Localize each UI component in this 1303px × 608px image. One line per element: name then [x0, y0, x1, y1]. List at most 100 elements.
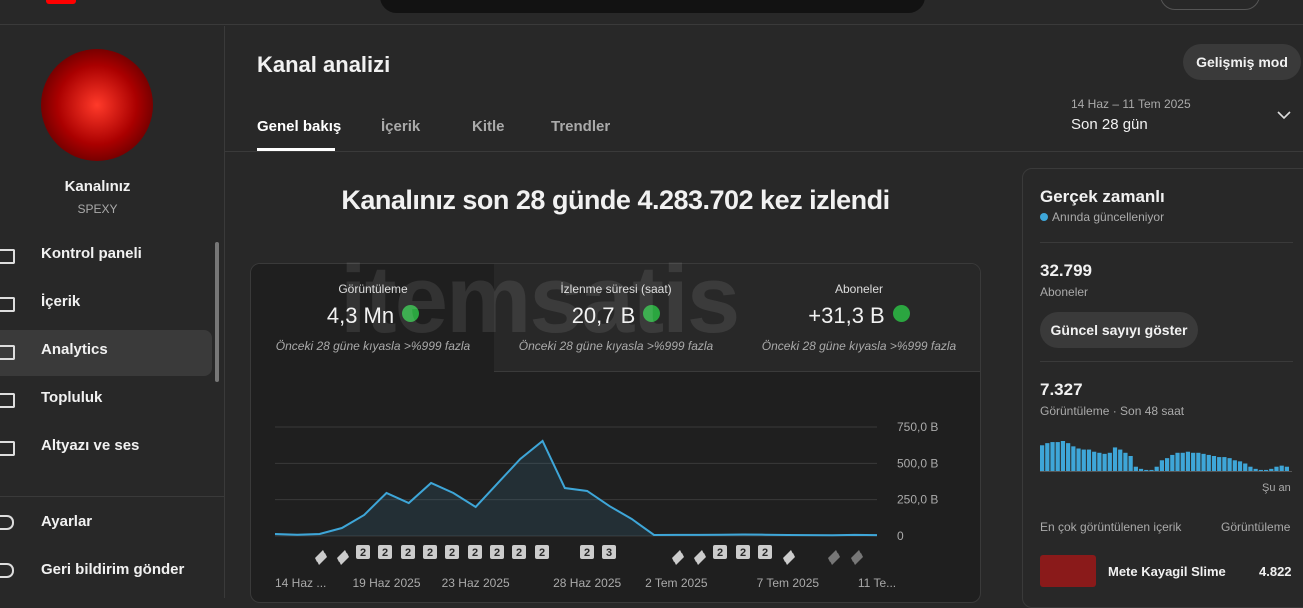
x-tick-label: 2 Tem 2025	[645, 576, 708, 590]
marker-label: 2	[360, 547, 366, 559]
bar	[1081, 449, 1086, 471]
metric-cell[interactable]: Görüntüleme 4,3 Mn Önceki 28 güne kıyasla …	[251, 264, 495, 372]
bar	[1071, 446, 1076, 471]
metric-note: Önceki 28 güne kıyasla >%999 fazla	[275, 339, 471, 353]
nav-active-bg	[0, 330, 212, 376]
date-range: 14 Haz – 11 Tem 2025	[1071, 97, 1191, 111]
bar	[1055, 442, 1060, 471]
avatar[interactable]	[41, 49, 153, 161]
nav-item[interactable]: İçerik	[41, 293, 81, 310]
area	[275, 440, 877, 536]
realtime-card: Gerçek zamanlı Anında güncelleniyor 32.7…	[1022, 168, 1303, 608]
nav-item[interactable]: Altyazı ve ses	[41, 437, 140, 454]
dropdown-arrow[interactable]	[1277, 110, 1291, 120]
metric-value: 4,3 Mn	[251, 303, 495, 329]
x-tick-label: 28 Haz 2025	[553, 576, 621, 590]
metric-value-text: 4,3 Mn	[326, 303, 395, 328]
up-arrow-icon	[892, 305, 910, 322]
bar	[1045, 443, 1050, 471]
show-count-button[interactable]: Güncel sayıyı göster	[1040, 312, 1198, 348]
content-title[interactable]: Mete Kayagil Slime	[1108, 564, 1226, 579]
shorts-icon	[783, 550, 795, 565]
shorts-icon	[315, 550, 327, 565]
bar	[1144, 469, 1149, 471]
bar	[1123, 452, 1128, 471]
marker-badge	[758, 545, 772, 559]
scrollbar	[215, 242, 219, 382]
create-button[interactable]	[1160, 0, 1260, 10]
bar	[1191, 452, 1196, 471]
bar	[1112, 447, 1118, 471]
bar	[1128, 456, 1133, 471]
top-bar	[0, 0, 1303, 25]
nav-icon	[0, 515, 14, 530]
headline: Kanalınız son 28 günde 4.283.702 kez izl…	[341, 185, 890, 215]
bar	[1185, 451, 1191, 471]
tab[interactable]: Kitle	[472, 118, 505, 135]
x-tick-label: 23 Haz 2025	[442, 576, 510, 590]
tab[interactable]: İçerik	[381, 118, 421, 135]
marker-label: 2	[449, 547, 455, 559]
x-tick-label: 7 Tem 2025	[757, 576, 820, 590]
bar	[1175, 452, 1180, 471]
logo[interactable]	[46, 0, 76, 4]
page-title: Kanal analizi	[257, 52, 391, 77]
tab[interactable]: Genel bakış	[257, 118, 342, 135]
nav-item[interactable]: Geri bildirim gönder	[41, 561, 185, 578]
tab[interactable]: Trendler	[551, 118, 611, 135]
watermark: itemsatis	[340, 246, 740, 353]
x-tick-label: 14 Haz ...	[275, 576, 326, 590]
marker-label: 2	[472, 547, 478, 559]
marker-badge	[736, 545, 750, 559]
sidebar: Kanalınız SPEXY Kontrol paneli İçerik Anal…	[0, 26, 225, 598]
metric-cell[interactable]: Aboneler +31,3 B Önceki 28 güne kıyasla >%…	[737, 264, 980, 372]
nav-item[interactable]: Kontrol paneli	[41, 245, 142, 262]
marker-badge	[535, 545, 549, 559]
nav-icon	[0, 249, 15, 264]
bar	[1196, 452, 1201, 471]
marker-badge	[378, 545, 392, 559]
nav-icon	[0, 297, 15, 312]
bar	[1180, 452, 1185, 471]
up-arrow-icon	[643, 305, 661, 322]
bar	[1086, 449, 1092, 471]
top-content-label: En çok görüntülenen içerik	[1040, 520, 1182, 534]
marker-label: 2	[740, 547, 746, 559]
bar	[1232, 460, 1237, 471]
bar	[1206, 454, 1211, 471]
bar	[1279, 465, 1284, 471]
marker-label: 2	[539, 547, 545, 559]
metric-label: İzlenme süresi (saat)	[560, 282, 672, 296]
bar	[1284, 466, 1289, 471]
x-tick-label: 11 Te...	[858, 576, 896, 590]
metric-value-text: 20,7 B	[571, 303, 636, 328]
nav-item[interactable]: Analytics	[41, 341, 108, 358]
x-tick-label: 19 Haz 2025	[352, 576, 420, 590]
nav-icon	[0, 563, 14, 578]
bar	[1133, 466, 1138, 471]
thumbnail[interactable]	[1040, 555, 1096, 587]
metric-cell[interactable]: İzlenme süresi (saat) 20,7 B Önceki 28 gün…	[494, 264, 738, 372]
marker-badge	[423, 545, 437, 559]
nav-item[interactable]: Topluluk	[41, 389, 103, 406]
bar	[1076, 448, 1081, 471]
content-views: 4.822	[1259, 564, 1292, 579]
period[interactable]: Son 28 gün	[1071, 116, 1148, 133]
marker-badge	[445, 545, 459, 559]
bar	[1097, 452, 1102, 471]
marker-label: 2	[382, 547, 388, 559]
metric-note: Önceki 28 güne kıyasla >%999 fazla	[761, 339, 957, 353]
bar	[1170, 454, 1175, 471]
bar	[1269, 468, 1274, 471]
bar	[1066, 443, 1071, 471]
marker-label: 2	[762, 547, 768, 559]
realtime-bars	[1040, 441, 1292, 472]
bar	[1211, 456, 1217, 471]
nav-item[interactable]: Ayarlar	[41, 513, 93, 530]
shorts-icon	[337, 550, 349, 565]
marker-badge	[602, 545, 616, 559]
divider	[1040, 242, 1293, 243]
search-box[interactable]	[380, 0, 925, 13]
advanced-mode-button[interactable]: Gelişmiş mod	[1183, 44, 1301, 80]
